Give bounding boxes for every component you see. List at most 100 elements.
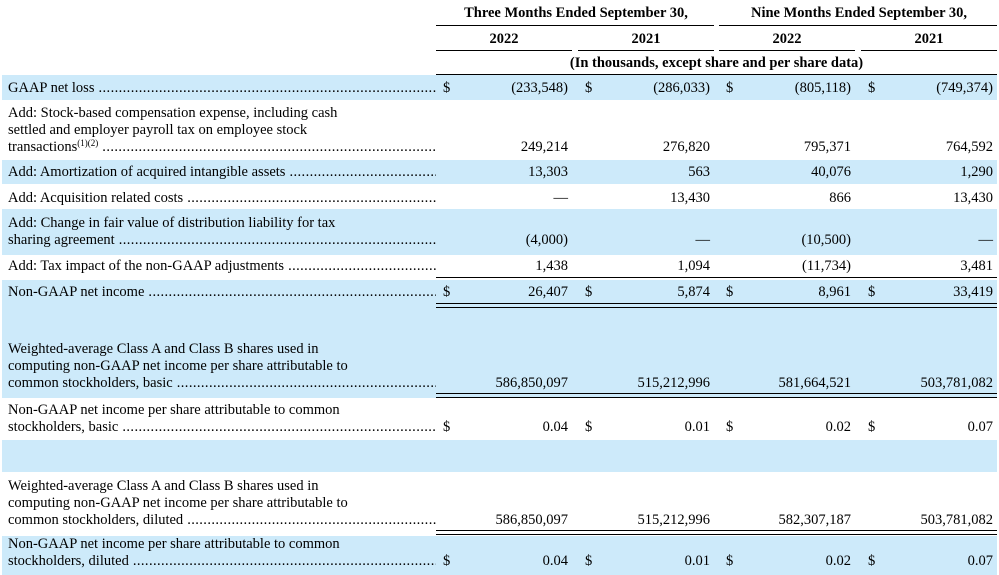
cell-value: 3,481 xyxy=(960,258,993,274)
cell-value: 1,094 xyxy=(677,258,710,274)
currency-symbol: $ xyxy=(443,553,451,569)
period-nine-months: Nine Months Ended September 30, xyxy=(750,5,968,21)
row-label-line: common stockholders, basic xyxy=(8,375,436,392)
row-label-line: Weighted-average Class A and Class B sha… xyxy=(8,478,319,494)
cell-value: 586,850,097 xyxy=(495,512,569,528)
cell-value: 795,371 xyxy=(803,139,851,155)
subtotal-rule xyxy=(436,277,997,278)
units-underline xyxy=(436,74,997,75)
cell-value: 563 xyxy=(688,164,710,180)
shares-rule xyxy=(436,530,997,531)
cell-value: 866 xyxy=(829,190,851,206)
cell-value: (11,734) xyxy=(802,258,851,274)
cell-value: (4,000) xyxy=(525,232,568,248)
row-label-line: stockholders, diluted xyxy=(8,553,436,570)
currency-symbol: $ xyxy=(585,284,593,300)
total-double-rule xyxy=(436,307,997,308)
cell-value: 276,820 xyxy=(662,139,710,155)
row-label: Add: Stock-based compensation expense, i… xyxy=(8,105,436,156)
row-label: Weighted-average Class A and Class B sha… xyxy=(8,478,436,529)
currency-symbol: $ xyxy=(585,80,593,96)
year-header: 2021 xyxy=(631,31,661,47)
cell-value: 0.04 xyxy=(542,553,568,569)
cell-value: — xyxy=(695,232,711,248)
shares-rule xyxy=(436,393,997,394)
row-label: Add: Amortization of acquired intangible… xyxy=(8,164,436,181)
row-label-line: settled and employer payroll tax on empl… xyxy=(8,122,308,138)
shares-rule xyxy=(436,534,997,535)
currency-symbol: $ xyxy=(868,553,876,569)
row-label-line: common stockholders, diluted xyxy=(8,512,436,529)
cell-value: (749,374) xyxy=(936,80,993,96)
year-header: 2022 xyxy=(772,31,802,47)
year-underline xyxy=(719,50,855,51)
row-label-line: sharing agreement xyxy=(8,232,436,249)
cell-value: 515,212,996 xyxy=(637,375,711,391)
row-label-line: Add: Change in fair value of distributio… xyxy=(8,215,336,231)
row-label-line: stockholders, basic xyxy=(8,419,436,436)
currency-symbol: $ xyxy=(868,284,876,300)
cell-value: 581,664,521 xyxy=(778,375,852,391)
row-label-line: computing non-GAAP net income per share … xyxy=(8,495,348,511)
currency-symbol: $ xyxy=(585,419,593,435)
cell-value: 33,419 xyxy=(953,284,993,300)
currency-symbol: $ xyxy=(726,419,734,435)
row-label: Weighted-average Class A and Class B sha… xyxy=(8,341,436,392)
shares-rule xyxy=(436,397,997,398)
total-double-rule xyxy=(436,303,997,304)
cell-value: 1,438 xyxy=(535,258,568,274)
row-label-line: Weighted-average Class A and Class B sha… xyxy=(8,341,319,357)
year-underline xyxy=(578,50,714,51)
currency-symbol: $ xyxy=(726,80,734,96)
cell-value: 249,214 xyxy=(520,139,568,155)
cell-value: 503,781,082 xyxy=(920,375,994,391)
row-label-line: Non-GAAP net income per share attributab… xyxy=(8,402,340,418)
cell-value: 0.01 xyxy=(684,553,710,569)
row-label: Non-GAAP net income xyxy=(8,284,436,301)
row-label: Add: Tax impact of the non-GAAP adjustme… xyxy=(8,258,436,275)
row-label-line: GAAP net loss xyxy=(8,80,436,97)
cell-value: (286,033) xyxy=(653,80,710,96)
currency-symbol: $ xyxy=(868,419,876,435)
row-label-line: transactions(1)(2) xyxy=(8,139,436,156)
currency-symbol: $ xyxy=(443,284,451,300)
row-label-line: Add: Amortization of acquired intangible… xyxy=(8,164,436,181)
cell-value: 582,307,187 xyxy=(778,512,852,528)
cell-value: — xyxy=(978,232,994,248)
cell-value: 503,781,082 xyxy=(920,512,994,528)
cell-value: 1,290 xyxy=(960,164,993,180)
currency-symbol: $ xyxy=(726,553,734,569)
row-label-line: Non-GAAP net income per share attributab… xyxy=(8,536,340,552)
currency-symbol: $ xyxy=(585,553,593,569)
year-header: 2021 xyxy=(914,31,944,47)
period-underline xyxy=(436,25,714,26)
cell-value: — xyxy=(553,190,569,206)
cell-value: 586,850,097 xyxy=(495,375,569,391)
cell-value: 0.07 xyxy=(967,553,993,569)
cell-value: 0.02 xyxy=(825,419,851,435)
cell-value: 0.04 xyxy=(542,419,568,435)
cell-value: 13,430 xyxy=(670,190,710,206)
currency-symbol: $ xyxy=(443,80,451,96)
cell-value: 8,961 xyxy=(818,284,851,300)
period-three-months: Three Months Ended September 30, xyxy=(464,5,688,21)
period-underline xyxy=(719,25,997,26)
year-header: 2022 xyxy=(489,31,519,47)
currency-symbol: $ xyxy=(868,80,876,96)
cell-value: 13,303 xyxy=(528,164,568,180)
cell-value: 0.07 xyxy=(967,419,993,435)
cell-value: 515,212,996 xyxy=(637,512,711,528)
year-underline xyxy=(861,50,997,51)
cell-value: 0.01 xyxy=(684,419,710,435)
cell-value: 26,407 xyxy=(528,284,568,300)
year-underline xyxy=(436,50,572,51)
footnote-ref: (1)(2) xyxy=(77,139,99,148)
cell-value: 0.02 xyxy=(825,553,851,569)
row-label-line: Add: Stock-based compensation expense, i… xyxy=(8,105,338,121)
row-label-line: Add: Tax impact of the non-GAAP adjustme… xyxy=(8,258,436,275)
currency-symbol: $ xyxy=(443,419,451,435)
cell-value: 5,874 xyxy=(677,284,710,300)
row-label: Add: Change in fair value of distributio… xyxy=(8,215,436,249)
row-label: Non-GAAP net income per share attributab… xyxy=(8,402,436,436)
